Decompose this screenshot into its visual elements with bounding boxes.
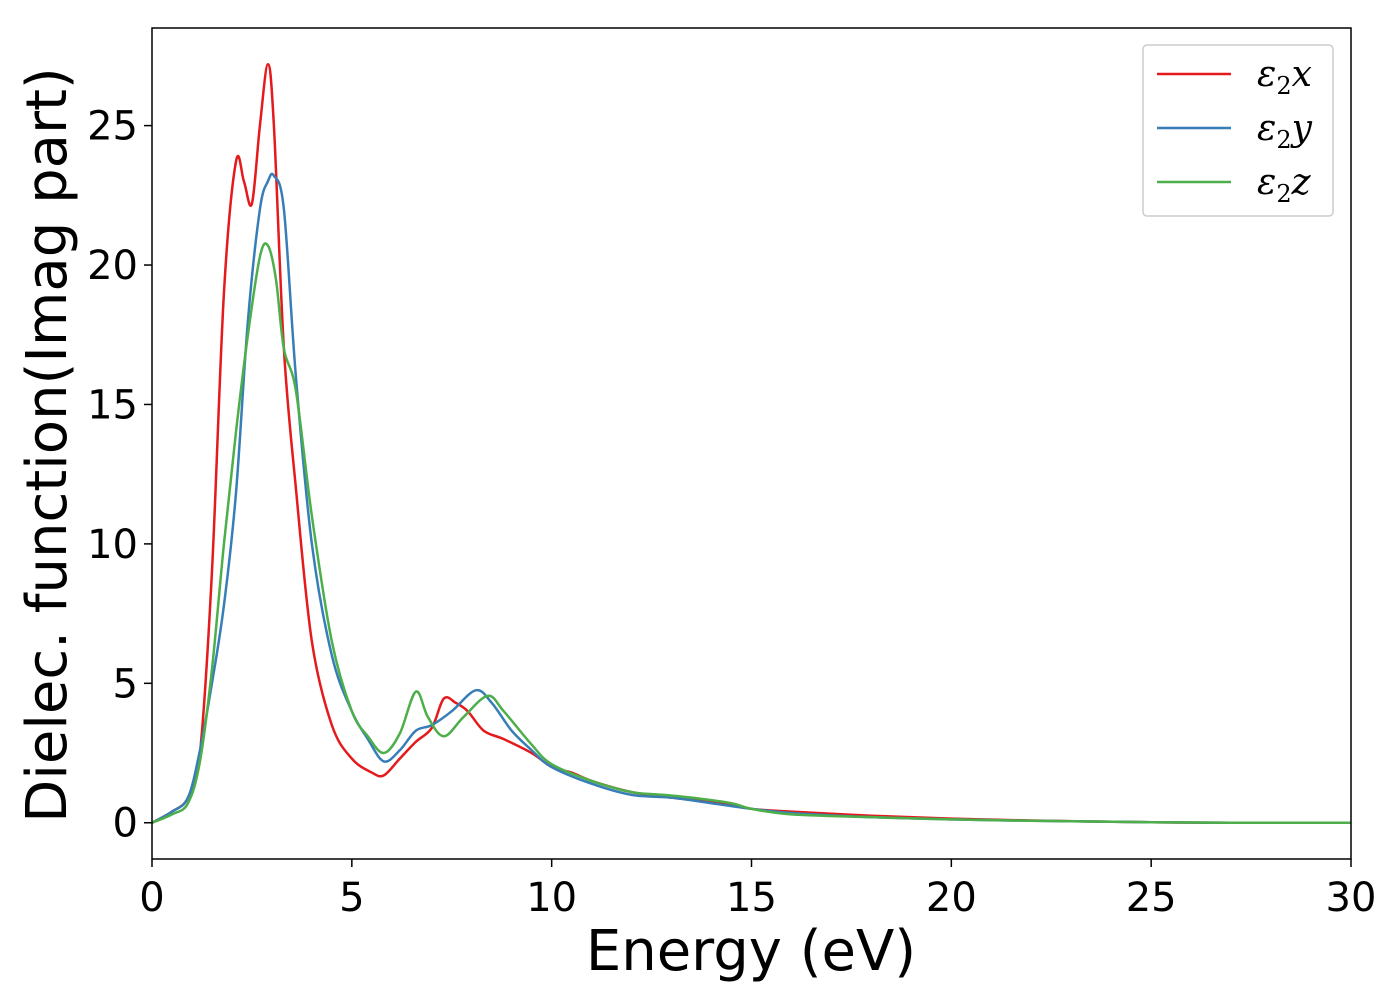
x-axis-label: Energy (eV) xyxy=(586,919,916,984)
x-tick-label: 25 xyxy=(1126,875,1177,921)
legend-entry-x: ε2x xyxy=(1257,54,1312,100)
series-line-y xyxy=(151,172,1352,825)
y-axis-label: Dielec. function(Imag part) xyxy=(15,67,80,823)
y-tick-label: 0 xyxy=(113,801,138,847)
y-tick-label: 10 xyxy=(87,522,138,568)
x-tick-label: 10 xyxy=(526,875,577,921)
y-tick-label: 20 xyxy=(87,243,138,289)
x-tick-label: 30 xyxy=(1326,875,1377,921)
series-line-z xyxy=(151,242,1352,825)
legend-box xyxy=(1142,44,1334,217)
legend-entry-y: ε2y xyxy=(1257,108,1313,154)
y-tick-label: 25 xyxy=(87,104,138,150)
y-axis: 0 5 10 15 20 25 xyxy=(87,104,152,847)
x-tick-label: 5 xyxy=(339,875,364,921)
y-tick-label: 15 xyxy=(87,382,138,428)
series-layer xyxy=(151,63,1352,825)
x-tick-label: 0 xyxy=(139,875,164,921)
legend: ε2x ε2y ε2z xyxy=(1142,44,1334,217)
legend-entry-z: ε2z xyxy=(1257,162,1312,208)
x-tick-label: 15 xyxy=(726,875,777,921)
x-axis: 0 5 10 15 20 25 30 xyxy=(139,859,1376,921)
x-tick-label: 20 xyxy=(926,875,977,921)
y-tick-label: 5 xyxy=(113,661,138,707)
